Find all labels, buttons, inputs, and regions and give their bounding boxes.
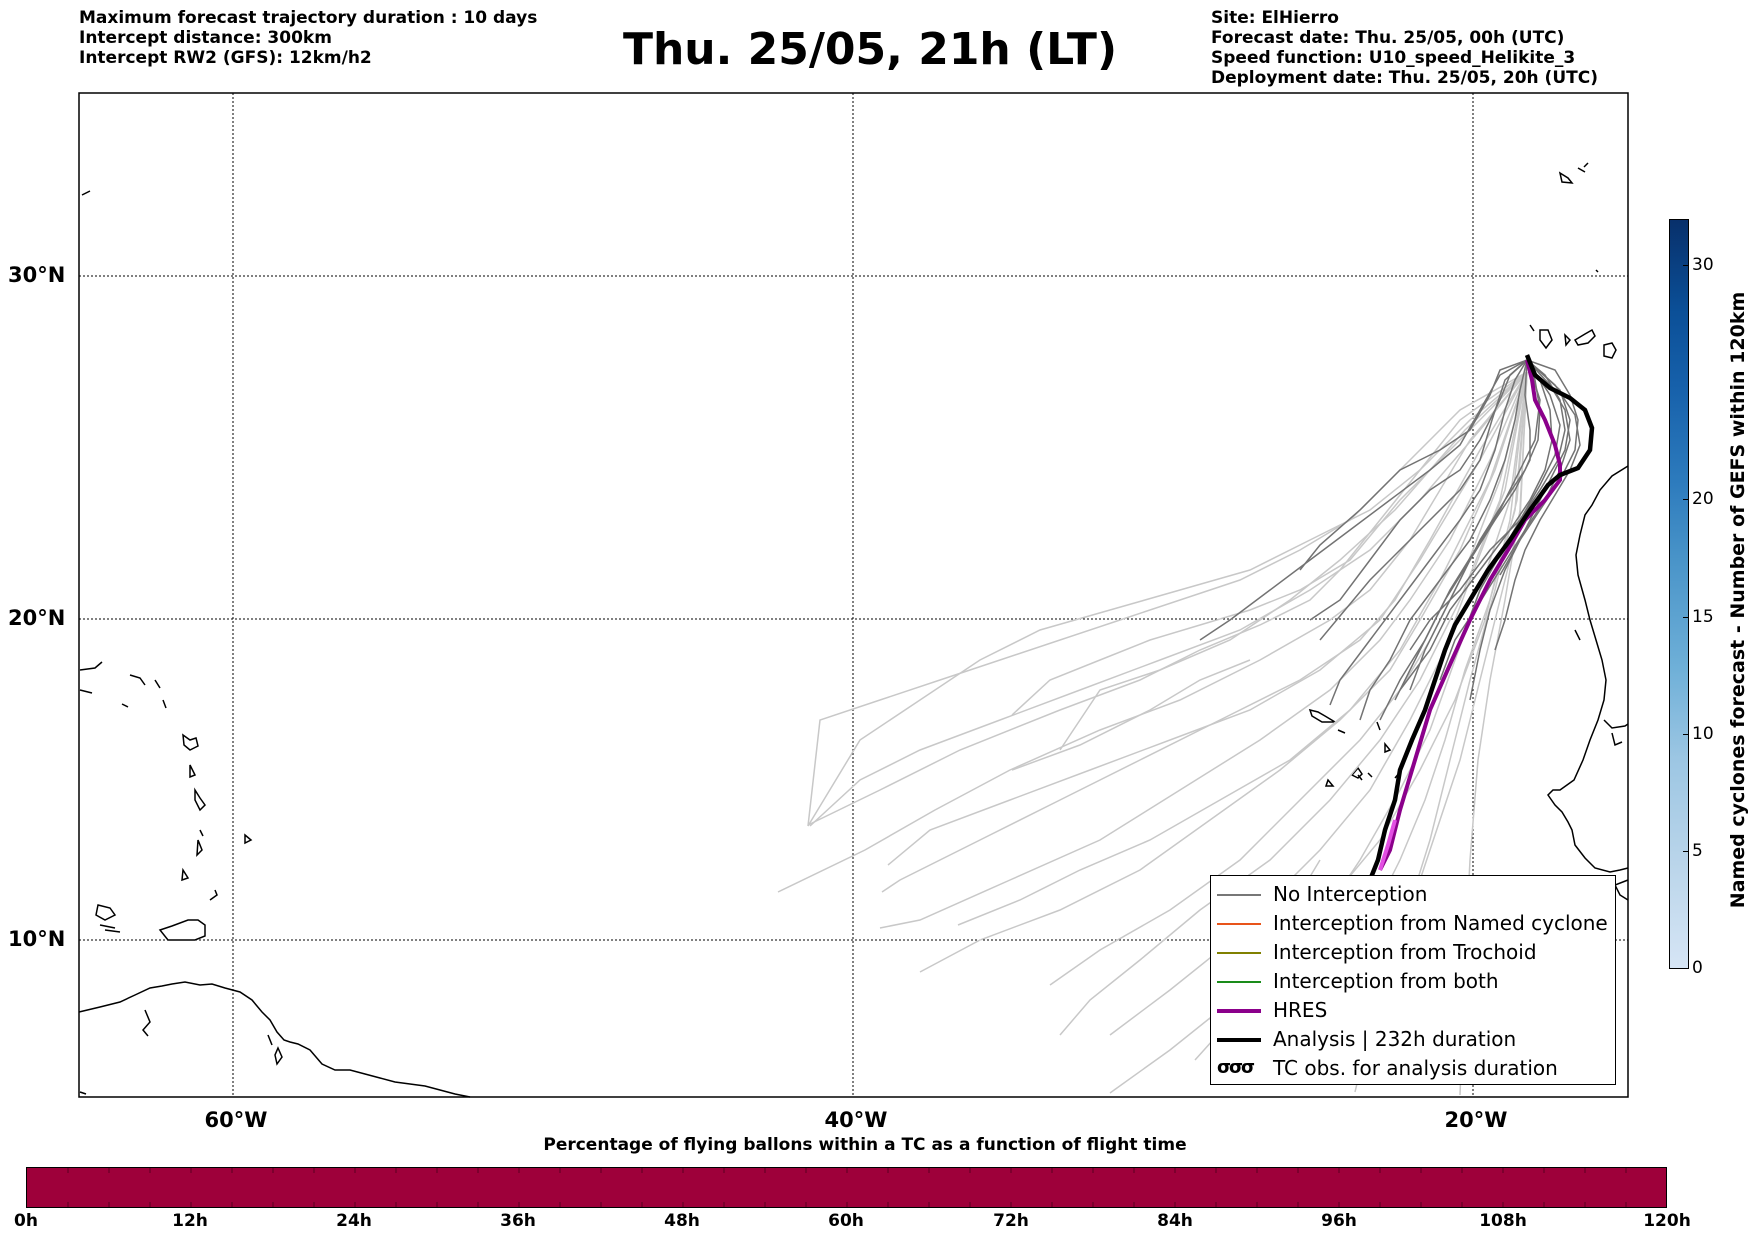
lat-label-30n: 30°N: [8, 263, 66, 287]
colorbar-tick-10: 10: [1692, 724, 1714, 744]
hres-trajectory-end: [1378, 819, 1397, 871]
colorbar-tick-5: 5: [1692, 841, 1703, 861]
percentage-bar-ticks: [67, 1168, 1627, 1207]
intercept-distance-text: Intercept distance: 300km: [79, 28, 332, 48]
legend-line-gray: [1217, 894, 1261, 896]
pct-tick-36h: 36h: [500, 1211, 536, 1231]
lon-label-20w: 20°W: [1444, 1108, 1508, 1132]
forecast-date-text: Forecast date: Thu. 25/05, 00h (UTC): [1211, 28, 1565, 48]
pct-tick-84h: 84h: [1157, 1211, 1193, 1231]
lat-label-20n: 20°N: [8, 606, 66, 630]
legend-label: TC obs. for analysis duration: [1273, 1056, 1558, 1080]
legend-line-purple: [1217, 1009, 1261, 1013]
pct-tick-0h: 0h: [14, 1211, 38, 1231]
header-left-info: Maximum forecast trajectory duration : 1…: [79, 8, 537, 68]
map-legend: No Interception Interception from Named …: [1210, 875, 1616, 1085]
colorbar-tick-15: 15: [1692, 607, 1714, 627]
map-frame: [78, 92, 1629, 1098]
coastline-africa: [1308, 162, 1629, 901]
legend-label: No Interception: [1273, 882, 1428, 906]
speed-function-text: Speed function: U10_speed_Helikite_3: [1211, 48, 1576, 68]
pct-tick-96h: 96h: [1321, 1211, 1357, 1231]
colorbar-tick-20: 20: [1692, 489, 1714, 509]
colorbar-label: Named cyclones forecast - Number of GEFS…: [1727, 291, 1749, 909]
ensemble-trajectories-dark: [1199, 359, 1581, 721]
pct-tick-12h: 12h: [172, 1211, 208, 1231]
colorbar-tick-30: 30: [1692, 255, 1714, 275]
header-right-info: Site: ElHierro Forecast date: Thu. 25/05…: [1211, 8, 1598, 88]
colorbar-tickmark: [1683, 734, 1689, 735]
legend-item-both: Interception from both: [1211, 967, 1615, 996]
analysis-trajectory: [1367, 354, 1595, 881]
legend-item-trochoid: Interception from Trochoid: [1211, 938, 1615, 967]
cyclone-colorbar: [1669, 219, 1689, 969]
legend-item-no-interception: No Interception: [1211, 880, 1615, 909]
legend-line-green: [1217, 981, 1261, 983]
pct-tick-48h: 48h: [664, 1211, 700, 1231]
intercept-rw2-text: Intercept RW2 (GFS): 12km/h2: [79, 48, 372, 68]
tc-obs-symbol-icon: σσσ: [1217, 1057, 1255, 1078]
coastline-americas: [78, 190, 471, 1098]
pct-tick-108h: 108h: [1479, 1211, 1527, 1231]
max-duration-text: Maximum forecast trajectory duration : 1…: [79, 8, 538, 28]
lat-label-10n: 10°N: [8, 927, 66, 951]
percentage-bar-title: Percentage of flying ballons within a TC…: [543, 1135, 1187, 1155]
legend-label: Interception from both: [1273, 969, 1499, 993]
colorbar-tickmark: [1683, 499, 1689, 500]
site-text: Site: ElHierro: [1211, 8, 1339, 28]
percentage-bar: [26, 1167, 1667, 1208]
legend-label: Interception from Named cyclone: [1273, 911, 1608, 935]
colorbar-tickmark: [1683, 968, 1689, 969]
hres-trajectory: [1378, 359, 1562, 871]
legend-label: Analysis | 232h duration: [1273, 1027, 1517, 1051]
legend-item-tc-obs: σσσ TC obs. for analysis duration: [1211, 1054, 1615, 1083]
legend-line-orange: [1217, 923, 1261, 925]
pct-tick-60h: 60h: [828, 1211, 864, 1231]
percentage-bar-minor-ticks: [67, 1168, 1627, 1207]
legend-label: Interception from Trochoid: [1273, 940, 1537, 964]
colorbar-tickmark: [1683, 851, 1689, 852]
legend-item-named-cyclone: Interception from Named cyclone: [1211, 909, 1615, 938]
legend-item-hres: HRES: [1211, 996, 1615, 1025]
deployment-date-text: Deployment date: Thu. 25/05, 20h (UTC): [1211, 68, 1598, 88]
legend-item-analysis: Analysis | 232h duration: [1211, 1025, 1615, 1054]
colorbar-tickmark: [1683, 617, 1689, 618]
pct-tick-72h: 72h: [993, 1211, 1029, 1231]
lon-label-40w: 40°W: [824, 1108, 888, 1132]
lon-label-60w: 60°W: [204, 1108, 268, 1132]
legend-line-olive: [1217, 952, 1261, 954]
legend-line-black: [1217, 1038, 1261, 1042]
pct-tick-24h: 24h: [336, 1211, 372, 1231]
colorbar-tick-0: 0: [1692, 958, 1703, 978]
colorbar-tickmark: [1683, 265, 1689, 266]
legend-label: HRES: [1273, 998, 1328, 1022]
page-title: Thu. 25/05, 21h (LT): [622, 24, 1118, 75]
pct-tick-120h: 120h: [1643, 1211, 1691, 1231]
